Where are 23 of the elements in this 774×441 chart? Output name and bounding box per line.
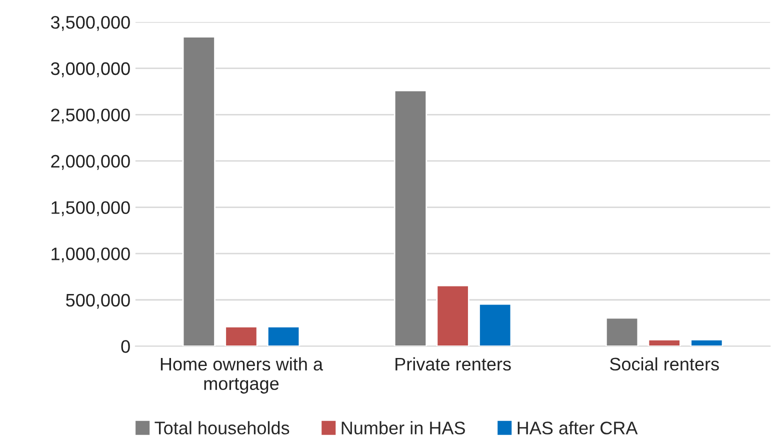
bar <box>648 339 681 346</box>
y-tick-label: 3,500,000 <box>50 16 130 31</box>
x-tick-label: Home owners with a mortgage <box>160 357 324 394</box>
bar <box>478 303 512 346</box>
bar <box>690 339 724 346</box>
bar <box>394 90 428 346</box>
legend-label: Number in HAS <box>342 421 465 434</box>
y-tick-label: 500,000 <box>66 294 130 309</box>
y-tick-label: 3,000,000 <box>50 62 130 78</box>
y-tick-label: 0 <box>121 340 130 353</box>
y-tick-label: 1,000,000 <box>52 248 130 262</box>
legend-label: HAS after CRA <box>518 421 638 434</box>
bar <box>224 326 258 346</box>
bar <box>436 284 470 346</box>
x-tick-label: Private renters <box>396 357 511 371</box>
bar <box>182 36 216 346</box>
y-tick-label: 2,000,000 <box>51 154 130 170</box>
bar <box>605 317 639 346</box>
y-tick-label: 2,500,000 <box>51 108 130 124</box>
bar <box>266 326 300 346</box>
x-tick-label: Social renters <box>610 357 719 371</box>
legend-label: Total households <box>154 421 290 434</box>
y-tick-label: 1,500,000 <box>52 201 130 216</box>
